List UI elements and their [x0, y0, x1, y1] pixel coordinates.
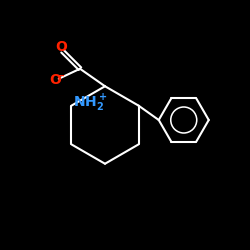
Text: −: − [57, 71, 65, 81]
Text: O: O [55, 40, 67, 54]
Text: O: O [49, 73, 61, 87]
Text: $\mathregular{NH_2^+}$: $\mathregular{NH_2^+}$ [73, 93, 107, 114]
